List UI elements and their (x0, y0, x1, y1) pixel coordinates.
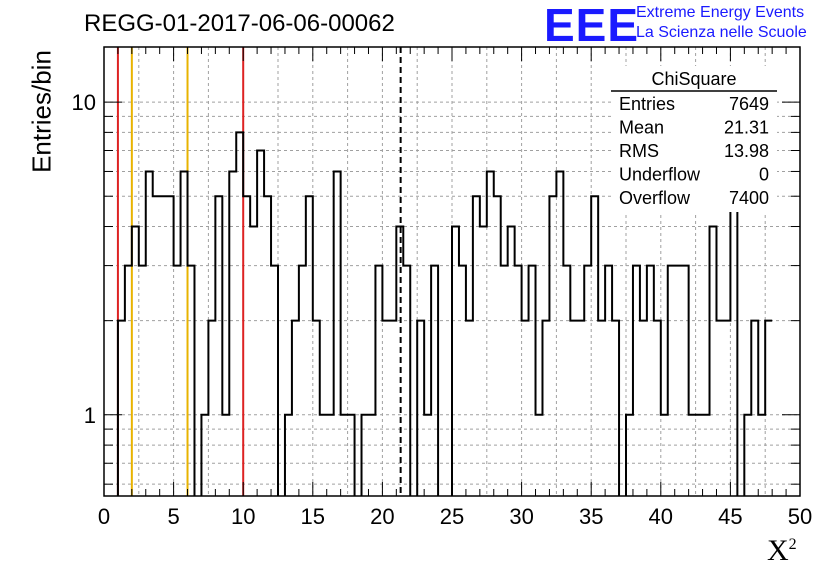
y-tick-label: 10 (72, 90, 96, 115)
marker-lines (116, 47, 402, 496)
x-tick-label: 15 (301, 504, 325, 529)
eee-logo: EEE (544, 0, 640, 51)
x-tick-label: 50 (788, 504, 812, 529)
y-tick-label: 1 (84, 403, 96, 428)
histogram-series (116, 131, 773, 496)
x-tick-label: 25 (440, 504, 464, 529)
stats-label: Underflow (619, 165, 701, 185)
x-tick-label: 45 (718, 504, 742, 529)
tick-labels: 0 5 10 15 20 25 30 35 40 45 50 1 10 (72, 90, 813, 529)
x-axis-label: X2 (767, 534, 797, 567)
stats-value: 7400 (729, 188, 769, 208)
stats-label: Entries (619, 94, 675, 114)
org-name-line2: La Scienza nelle Scuole (636, 24, 807, 41)
x-tick-label: 30 (509, 504, 533, 529)
histogram-line (116, 131, 773, 496)
stats-box: ChiSquare Entries 7649 Mean 21.31 RMS 13.98 Und… (611, 66, 777, 212)
x-tick-label: 10 (231, 504, 255, 529)
axis-ticks (103, 47, 801, 496)
stats-title: ChiSquare (651, 69, 736, 89)
stats-value: 0 (759, 165, 769, 185)
stats-value: 21.31 (724, 118, 769, 138)
stats-label: Overflow (619, 188, 691, 208)
org-name-line1: Extreme Energy Events (636, 4, 805, 21)
stats-value: 13.98 (724, 141, 769, 161)
x-tick-label: 0 (98, 504, 110, 529)
page-title: REGG-01-2017-06-06-00062 (84, 10, 395, 37)
x-tick-label: 20 (370, 504, 394, 529)
stats-label: Mean (619, 118, 664, 138)
stats-label: RMS (619, 141, 659, 161)
x-tick-label: 40 (649, 504, 673, 529)
x-tick-label: 5 (167, 504, 179, 529)
x-tick-label: 35 (579, 504, 603, 529)
stats-value: 7649 (729, 94, 769, 114)
